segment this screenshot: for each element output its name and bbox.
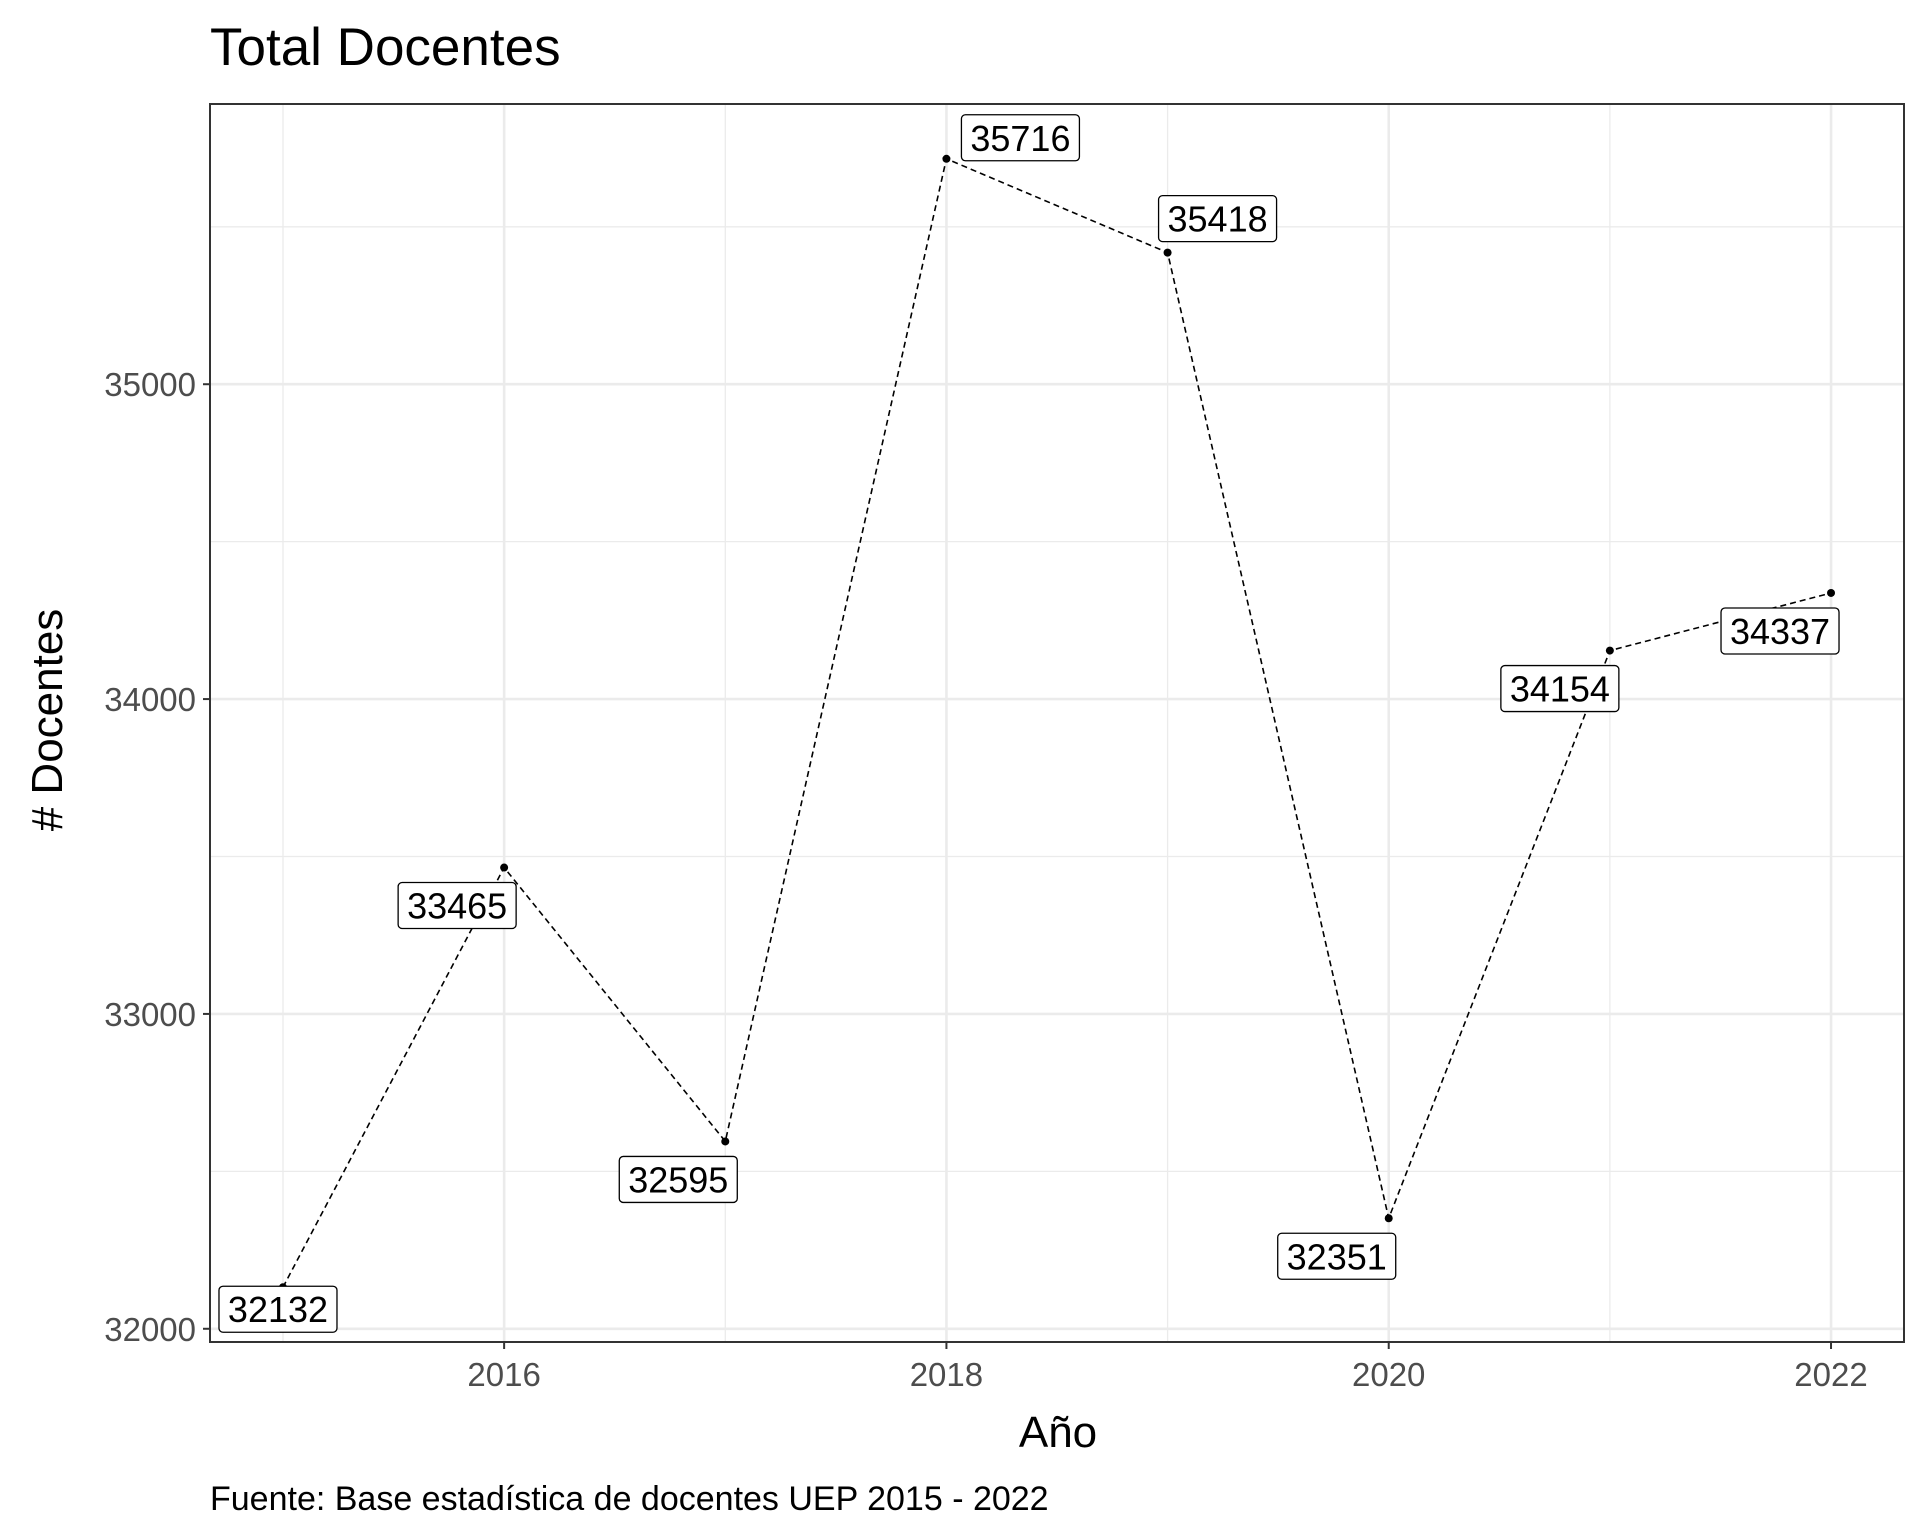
x-tick-label: 2018 xyxy=(910,1356,983,1393)
x-tick-label: 2020 xyxy=(1352,1356,1425,1393)
data-label-box xyxy=(218,1285,338,1333)
data-label-text: 35716 xyxy=(970,118,1070,159)
x-tick-label: 2016 xyxy=(467,1356,540,1393)
data-label: 32595 xyxy=(618,1155,738,1204)
data-label-box xyxy=(1720,607,1840,655)
data-label-text: 32351 xyxy=(1287,1236,1387,1277)
data-label: 35418 xyxy=(1157,194,1278,243)
data-label: 32351 xyxy=(1277,1232,1397,1280)
x-axis-title: Año xyxy=(1019,1408,1097,1457)
data-label: 33465 xyxy=(397,881,517,930)
data-point xyxy=(721,1137,730,1146)
data-points xyxy=(278,154,1836,1292)
data-label-text: 32595 xyxy=(628,1159,728,1200)
y-tick-label: 35000 xyxy=(104,366,196,403)
data-point xyxy=(1163,248,1172,257)
data-point xyxy=(942,154,951,163)
data-point xyxy=(1605,646,1614,655)
data-label-box xyxy=(1277,1232,1397,1280)
data-label-box xyxy=(618,1155,738,1204)
data-label: 34337 xyxy=(1720,607,1840,655)
series-line xyxy=(282,157,1832,1288)
y-tick-label: 32000 xyxy=(104,1311,196,1348)
data-label-text: 34154 xyxy=(1510,669,1610,710)
data-label-text: 35418 xyxy=(1168,199,1268,240)
data-point xyxy=(1384,1214,1393,1223)
data-label: 34154 xyxy=(1500,664,1620,713)
x-axis-ticks: 2016 2018 2020 2022 xyxy=(467,1342,1868,1393)
series-line-path xyxy=(282,157,1832,1288)
data-label-box xyxy=(1157,194,1278,243)
data-label-text: 34337 xyxy=(1730,611,1830,652)
data-label-box xyxy=(960,114,1081,162)
y-axis-title: # Docentes xyxy=(23,609,72,832)
data-label-box xyxy=(397,881,517,930)
data-label: 35716 xyxy=(960,114,1081,162)
data-label-text: 32132 xyxy=(228,1289,328,1330)
y-tick-label: 33000 xyxy=(104,996,196,1033)
data-point xyxy=(500,863,509,872)
data-label-text: 33465 xyxy=(407,886,507,927)
grid xyxy=(210,104,1904,1342)
chart-title: Total Docentes xyxy=(210,18,561,77)
data-label-box xyxy=(1500,664,1620,713)
x-tick-label: 2022 xyxy=(1794,1356,1867,1393)
y-tick-label: 34000 xyxy=(104,681,196,718)
y-axis-ticks: 32000 33000 34000 35000 xyxy=(104,366,210,1348)
plot-panel-border xyxy=(209,103,1905,1343)
data-label: 32132 xyxy=(218,1285,338,1333)
data-point xyxy=(1827,588,1836,597)
chart-caption: Fuente: Base estadística de docentes UEP… xyxy=(210,1480,1049,1518)
data-labels: 32132 33465 32595 35716 35418 32351 34154 34337 xyxy=(218,114,1840,1333)
